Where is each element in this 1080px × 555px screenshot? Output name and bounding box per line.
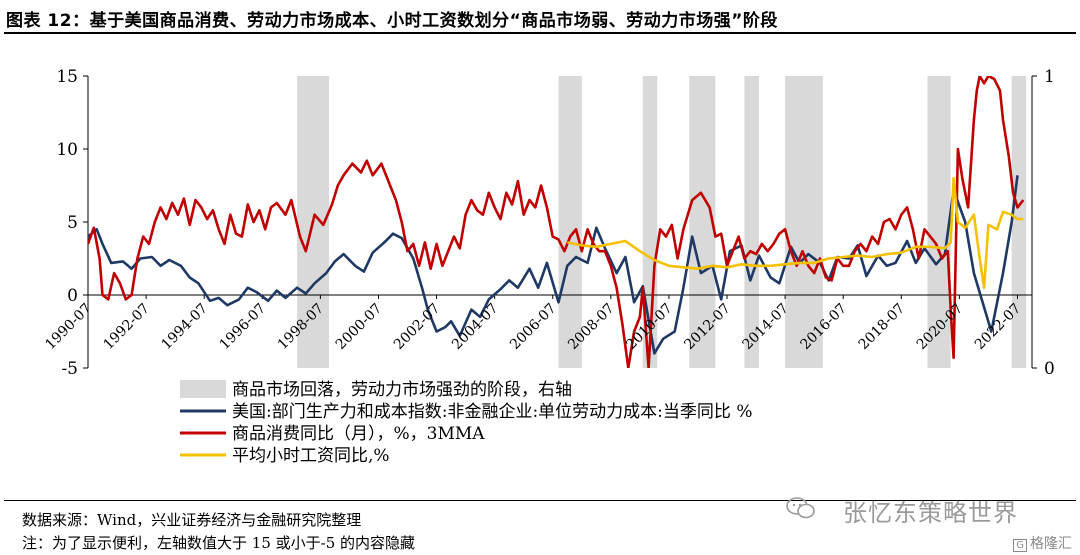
- right-tick-label: 0: [1044, 359, 1055, 379]
- left-tick-label: -5: [61, 359, 78, 379]
- x-tick-label: 1992-07: [100, 301, 152, 353]
- title-rule: [4, 32, 1076, 34]
- series-line-1: [88, 175, 1019, 355]
- x-tick-label: 2006-07: [507, 301, 559, 353]
- footnote: 注：为了显示便利，左轴数值大于 15 或小于-5 的内容隐藏: [22, 534, 416, 552]
- legend-label: 商品消费同比（月），%，3MMA: [232, 424, 485, 444]
- brand-name: 格隆汇: [1030, 536, 1072, 552]
- legend-label: 商品市场回落，劳动力市场强劲的阶段，右轴: [232, 380, 572, 400]
- x-tick-label: 2004-07: [449, 301, 501, 353]
- brand-logo-icon: G: [1013, 539, 1027, 552]
- legend-swatch-box: [180, 380, 226, 398]
- series-line-2: [88, 76, 1025, 368]
- x-tick-label: 1996-07: [217, 301, 269, 353]
- wechat-icon: [786, 497, 815, 519]
- left-tick-label: 10: [56, 140, 78, 160]
- left-tick-label: 0: [67, 286, 78, 306]
- shaded-period: [785, 76, 823, 368]
- right-tick-label: 1: [1044, 67, 1055, 87]
- x-tick-label: 2000-07: [333, 301, 385, 353]
- chart-legend: 商品市场回落，劳动力市场强劲的阶段，右轴美国:部门生产力和成本指数:非金融企业:…: [180, 380, 752, 466]
- chart-lines: [88, 76, 1025, 368]
- watermark-text: 张忆东策略世界: [843, 499, 1018, 527]
- source-note: 数据来源：Wind，兴业证券经济与金融研究院整理: [22, 511, 362, 529]
- x-tick-label: 1994-07: [159, 301, 211, 353]
- left-tick-label: 15: [56, 67, 78, 87]
- x-tick-label: 1990-07: [42, 301, 94, 353]
- shaded-period: [558, 76, 582, 368]
- legend-label: 美国:部门生产力和成本指数:非金融企业:单位劳动力成本:当季同比 %: [232, 402, 752, 422]
- shaded-period: [1011, 76, 1027, 368]
- x-tick-label: 2018-07: [856, 301, 908, 353]
- left-tick-label: 5: [67, 213, 78, 233]
- chart-title: 图表 12：基于美国商品消费、劳动力市场成本、小时工资数划分“商品市场弱、劳动力…: [6, 11, 778, 31]
- legend-label: 平均小时工资同比,%: [232, 446, 390, 466]
- footer-rule: [4, 500, 1076, 501]
- brand-watermark: G 格隆汇: [1013, 533, 1072, 553]
- series-line-3: [567, 176, 1024, 289]
- shaded-period: [689, 76, 716, 368]
